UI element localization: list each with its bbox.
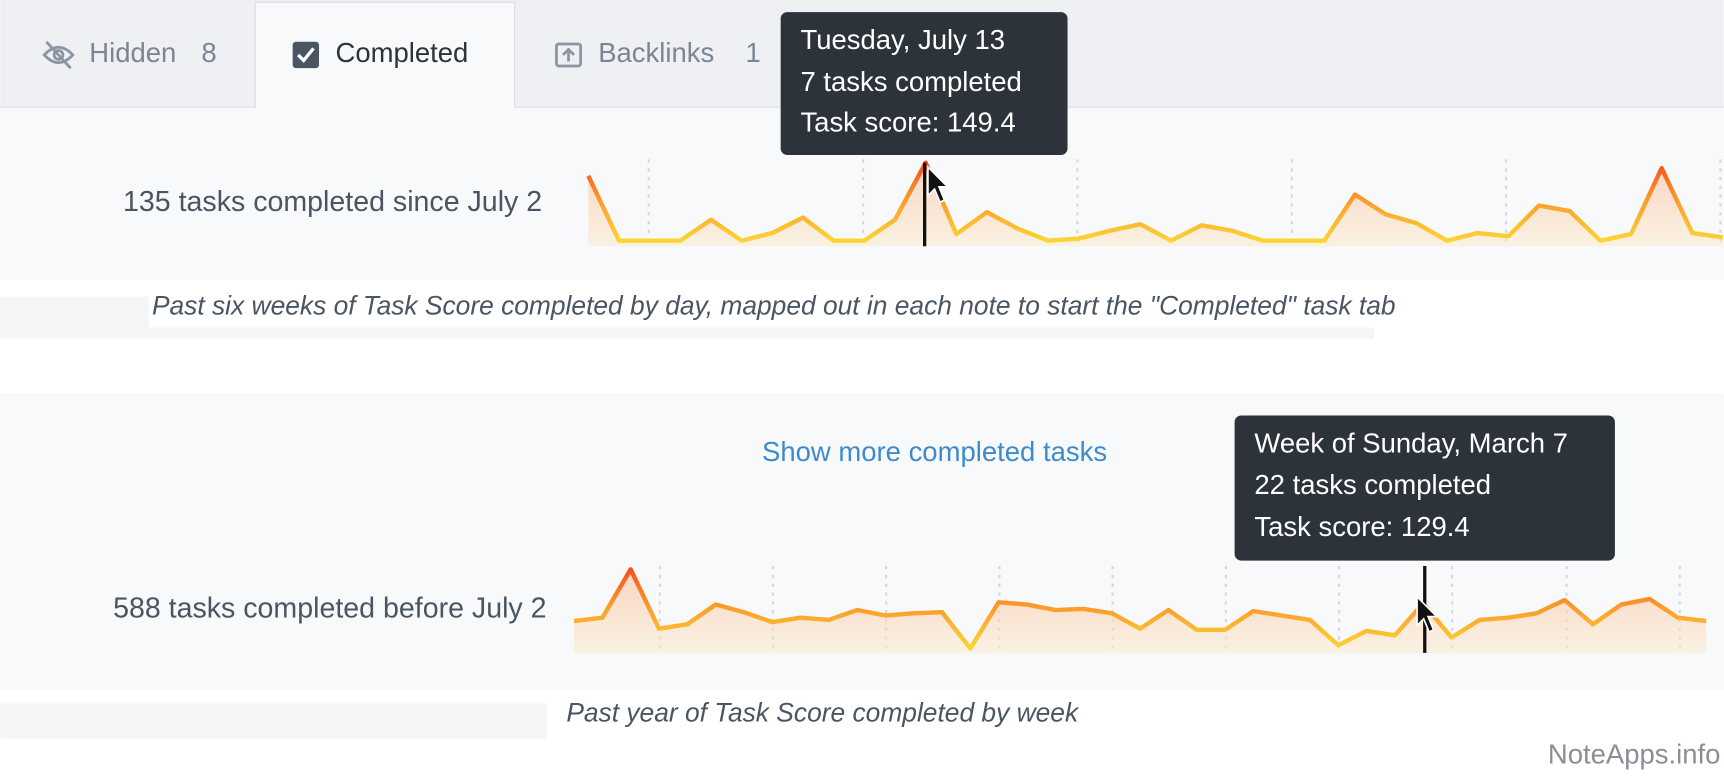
sparkline: [586, 159, 1724, 247]
tab-label[interactable]: Completed: [336, 37, 469, 68]
tooltip-title: Week of Sunday, March 7: [1254, 427, 1568, 458]
hidden-icon: [42, 40, 75, 70]
tab-label[interactable]: Backlinks: [598, 37, 714, 68]
tab-count: 1: [745, 37, 760, 68]
sparkline-area: [588, 162, 1723, 247]
watermark: NoteApps.info: [1548, 738, 1721, 769]
tooltip-title: Tuesday, July 13: [800, 24, 1005, 55]
tab-count: 8: [201, 37, 216, 68]
tooltip-score: Task score: 129.4: [1254, 511, 1469, 542]
caption: Past year of Task Score completed by wee…: [566, 697, 1080, 727]
backlinks-icon: [555, 42, 582, 68]
sparkline-line: [586, 160, 1724, 243]
show-more-link[interactable]: Show more completed tasks: [762, 436, 1107, 467]
caption-bg: [148, 287, 1536, 328]
tooltip-tasks: 7 tasks completed: [800, 66, 1021, 97]
tooltip-tasks: 22 tasks completed: [1254, 469, 1491, 500]
tab-label[interactable]: Hidden: [89, 37, 176, 68]
tooltip: [780, 12, 1068, 155]
tooltip-score: Task score: 149.4: [800, 106, 1015, 137]
check-icon: [292, 41, 320, 69]
caption-band: [0, 703, 547, 739]
cursor: [927, 165, 950, 204]
caption: Past six weeks of Task Score completed b…: [152, 291, 1396, 321]
sparkline-line: [573, 567, 1707, 651]
tooltip: [1234, 415, 1615, 561]
summary: 588 tasks completed before July 2: [113, 593, 546, 625]
cursor: [1416, 594, 1439, 634]
summary: 135 tasks completed since July 2: [123, 186, 542, 218]
